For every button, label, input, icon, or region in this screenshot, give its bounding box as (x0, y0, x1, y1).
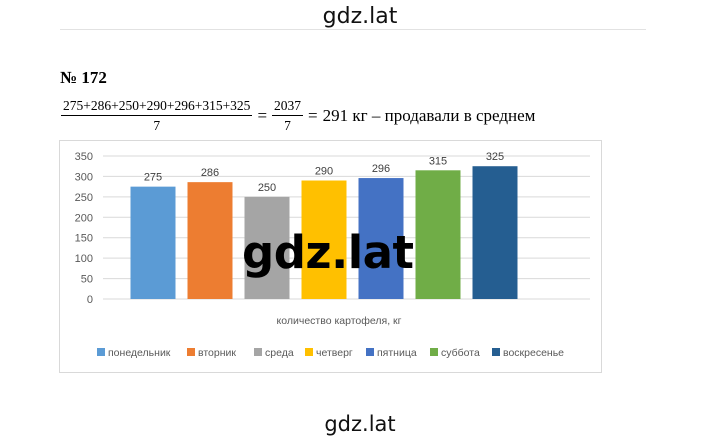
sum-denominator: 7 (153, 118, 161, 133)
legend-swatch (305, 348, 313, 356)
average-equation: 275+286+250+290+296+315+325 7 = 2037 7 =… (58, 96, 535, 136)
bar-chart: 0 50 100 150 200 250 300 350 275 286 250 290 296 315 3… (59, 140, 602, 373)
y-tick-label: 300 (75, 171, 93, 183)
legend-swatch (187, 348, 195, 356)
equals-sign: = (257, 106, 268, 125)
total-numerator: 2037 (272, 99, 304, 116)
average-result: 291 кг – продавали в среднем (322, 106, 536, 125)
legend-label: вторник (198, 347, 236, 359)
data-label: 315 (429, 155, 447, 167)
data-label: 250 (258, 182, 276, 194)
sum-numerator: 275+286+250+290+296+315+325 (61, 99, 253, 116)
bar-суббота (415, 170, 461, 299)
watermark-overlay: gdz.lat (242, 226, 414, 279)
y-tick-label: 0 (87, 294, 93, 306)
legend-label: суббота (441, 347, 480, 359)
data-label: 296 (372, 163, 390, 175)
total-denominator: 7 (284, 118, 291, 133)
bar-chart-canvas: 0 50 100 150 200 250 300 350 275 286 250 290 296 315 3… (75, 151, 590, 359)
y-tick-label: 100 (75, 253, 93, 265)
legend-label: среда (265, 347, 294, 359)
problem-number: № 172 (60, 68, 107, 87)
legend-swatch (97, 348, 105, 356)
bar-пятница (358, 178, 404, 299)
legend-label: воскресенье (503, 347, 564, 359)
legend-swatch (254, 348, 262, 356)
bar-понедельник (130, 186, 176, 299)
header-divider (60, 29, 646, 30)
legend-swatch (492, 348, 500, 356)
y-tick-label: 350 (75, 151, 93, 163)
bar-вторник (187, 182, 233, 299)
data-label: 325 (486, 151, 504, 163)
y-tick-label: 150 (75, 233, 93, 245)
legend-label: четверг (316, 347, 353, 359)
total-fraction: 2037 7 (272, 99, 304, 133)
bar-среда (244, 196, 290, 299)
legend-swatch (366, 348, 374, 356)
sum-fraction: 275+286+250+290+296+315+325 7 (61, 99, 253, 133)
data-label: 275 (144, 172, 162, 184)
x-axis-label: количество картофеля, кг (277, 315, 402, 327)
bar-воскресенье (472, 166, 518, 299)
legend-label: понедельник (108, 347, 171, 359)
legend-swatch (430, 348, 438, 356)
data-label: 286 (201, 167, 219, 179)
y-tick-label: 50 (81, 274, 93, 286)
bar-четверг (301, 180, 347, 299)
equals-sign: = (308, 106, 318, 125)
y-tick-label: 200 (75, 212, 93, 224)
site-watermark-footer: gdz.lat (324, 412, 396, 436)
site-watermark-header: gdz.lat (322, 4, 398, 29)
legend-label: пятница (377, 347, 417, 359)
y-tick-label: 250 (75, 192, 93, 204)
data-label: 290 (315, 166, 333, 178)
